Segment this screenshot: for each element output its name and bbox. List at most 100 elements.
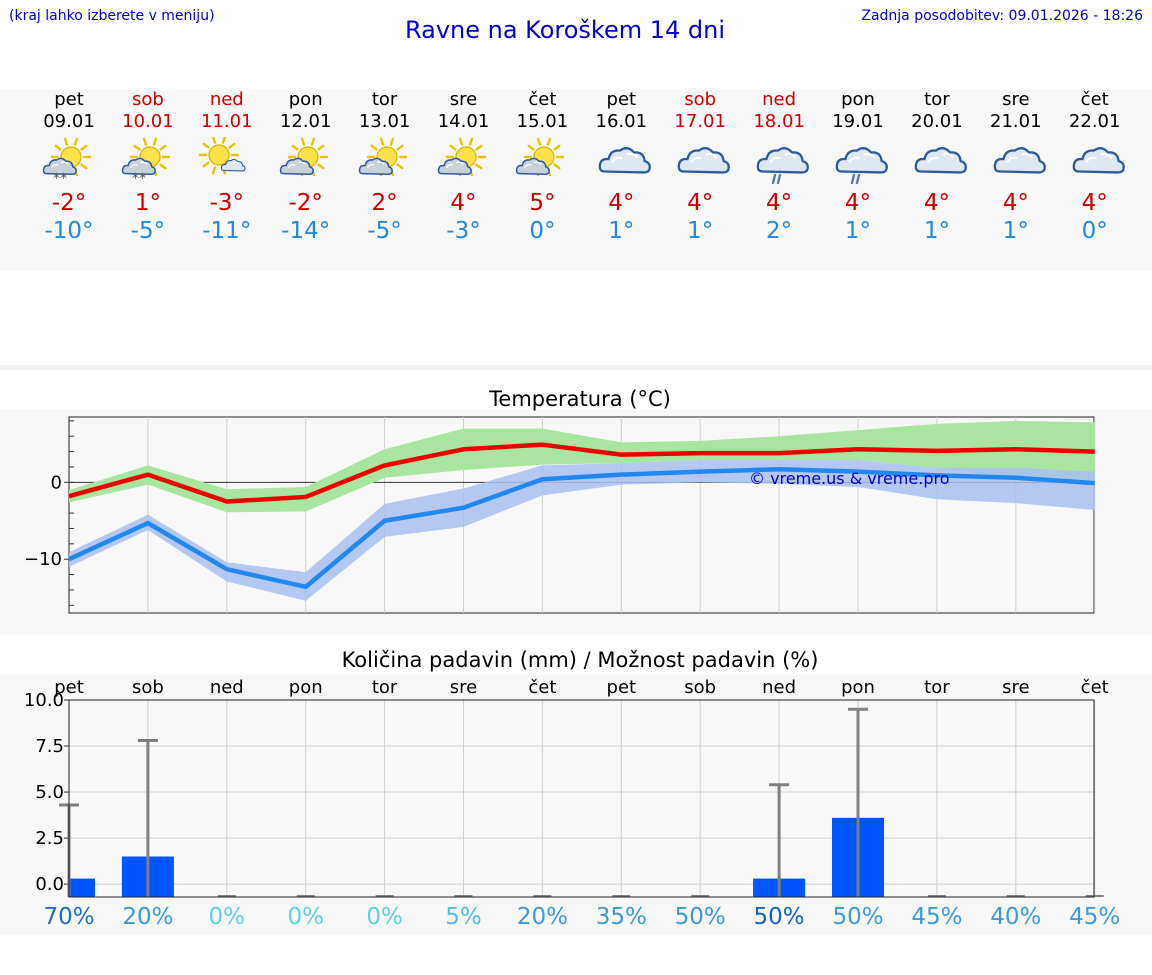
precip-probability: 0% [366, 904, 403, 930]
max-temp: 4° [844, 190, 872, 216]
x-tick-label: tor [372, 677, 398, 698]
precip-probability: 70% [43, 904, 95, 930]
day-date: 15.01 [516, 111, 569, 132]
min-temp: -10° [44, 218, 94, 244]
precip-probability: 50% [832, 904, 884, 930]
page-title: Ravne na Koroškem 14 dni [404, 16, 726, 44]
max-temp: 4° [1002, 190, 1029, 216]
day-date: 13.01 [358, 111, 411, 132]
max-temp: 1° [134, 190, 161, 216]
x-tick-label: čet [1081, 677, 1109, 698]
y-tick-label: −10 [24, 549, 62, 570]
day-name: tor [924, 89, 950, 110]
x-tick-label: pon [841, 677, 875, 698]
sun-cloud-icon [358, 137, 407, 177]
plot-area [68, 699, 1095, 898]
precip-probability: 20% [516, 904, 568, 930]
x-tick-label: ned [210, 677, 244, 698]
day-date: 22.01 [1068, 111, 1121, 132]
day-date: 09.01 [43, 111, 95, 132]
day-column: pet 16.01 4° 1° [581, 89, 661, 245]
day-name: ned [209, 89, 244, 110]
max-temp: -2° [51, 190, 87, 216]
x-tick-label: sre [1002, 677, 1029, 698]
day-column: pet 09.01 ** -2° -10° [29, 89, 109, 245]
day-date: 19.01 [832, 111, 884, 132]
watermark: © vreme.us & vreme.pro [749, 469, 950, 488]
min-temp-line [68, 467, 1095, 590]
x-tick-label: sre [450, 677, 477, 698]
precipitation-chart-title: Količina padavin (mm) / Možnost padavin … [341, 648, 819, 672]
day-date: 16.01 [595, 111, 648, 132]
day-name: sre [1002, 89, 1030, 110]
min-temp: -11° [202, 218, 252, 244]
precip-bar [70, 878, 95, 897]
precip-probability: 5% [445, 904, 482, 930]
cloud-icon [993, 147, 1046, 174]
x-tick-label: čet [528, 677, 556, 698]
x-tick-label: pet [54, 677, 84, 698]
sun-small-cloud-icon [198, 137, 246, 175]
day-date: 17.01 [674, 111, 726, 132]
precip-probability: 0% [208, 904, 246, 930]
y-tick-label: 7.5 [35, 736, 64, 757]
x-tick-label: pet [607, 677, 637, 698]
y-tick-label: 0.0 [35, 874, 64, 895]
min-temp: -5° [130, 218, 166, 244]
precipitation-chart: 10.0 7.5 5.0 2.5 0.0 pet sob ned pon tor sre čet pet… [24, 677, 1109, 898]
max-temp-line [68, 442, 1095, 504]
precip-probability: 50% [674, 904, 726, 930]
precip-probability: 40% [990, 904, 1042, 930]
sun-cloud-snow-icon: ** [121, 137, 171, 187]
day-name: sre [449, 89, 478, 110]
max-temp: 4° [923, 190, 950, 216]
day-date: 12.01 [279, 111, 332, 132]
day-name: pet [606, 89, 637, 110]
day-name: čet [1080, 89, 1109, 110]
min-temp: -5° [367, 218, 402, 244]
min-temp: -14° [281, 218, 331, 244]
cloud-rain-icon [756, 147, 809, 185]
max-temp: 4° [766, 190, 793, 216]
max-temp: -3° [209, 190, 245, 216]
last-update: Zadnja posodobitev: 09.01.2026 - 18:26 [861, 8, 1143, 24]
max-temp: 4° [450, 190, 477, 216]
day-date: 18.01 [753, 111, 805, 132]
x-tick-label: pon [289, 677, 323, 698]
day-date: 21.01 [990, 111, 1042, 132]
x-tick-label: sob [684, 677, 716, 698]
day-name: ned [762, 89, 797, 110]
day-column: sob 10.01 ** 1° -5° [108, 89, 188, 245]
day-column: ned 11.01 -3° -11° [187, 89, 267, 245]
precip-probability: 35% [595, 904, 647, 930]
day-name: tor [371, 89, 398, 110]
max-temp: 2° [371, 190, 398, 216]
x-tick-label: ned [762, 677, 796, 698]
day-column: pon 19.01 4° 1° [818, 89, 898, 245]
min-temp: 0° [529, 218, 556, 244]
y-tick-label: 0 [51, 472, 62, 493]
min-temp: 0° [1081, 218, 1108, 244]
precip-probability: 45% [911, 904, 963, 930]
min-temp-range-band [69, 460, 1095, 601]
day-column: sre 21.01 4° 1° [976, 89, 1056, 245]
cloud-icon [677, 147, 731, 174]
day-date: 11.01 [201, 111, 253, 132]
day-name: pet [54, 89, 84, 110]
min-temp: 1° [1002, 218, 1029, 244]
precip-probability: 20% [122, 904, 174, 930]
x-tick-label: tor [924, 677, 950, 698]
day-date: 10.01 [122, 111, 174, 132]
svg-text:**: ** [53, 171, 67, 187]
sun-cloud-icon [279, 137, 328, 177]
precip-probability: 45% [1069, 904, 1121, 930]
y-tick-label: 5.0 [35, 782, 64, 803]
daily-forecast-band [0, 90, 1152, 270]
cloud-rain-icon [835, 147, 888, 185]
day-name: sob [684, 89, 717, 110]
sun-cloud-icon [516, 137, 565, 177]
day-name: pon [288, 89, 323, 110]
day-column: čet 22.01 4° 0° [1055, 89, 1135, 245]
day-date: 14.01 [437, 111, 490, 132]
day-column: sre 14.01 4° -3° [424, 89, 504, 245]
